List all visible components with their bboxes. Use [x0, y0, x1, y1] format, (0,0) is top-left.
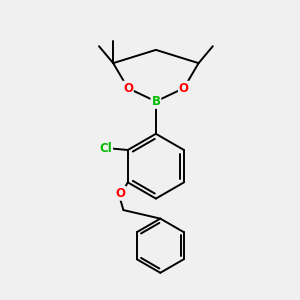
Text: Cl: Cl	[99, 142, 112, 155]
Text: O: O	[123, 82, 133, 95]
Text: O: O	[179, 82, 189, 95]
Text: B: B	[152, 95, 160, 108]
Text: O: O	[116, 187, 125, 200]
